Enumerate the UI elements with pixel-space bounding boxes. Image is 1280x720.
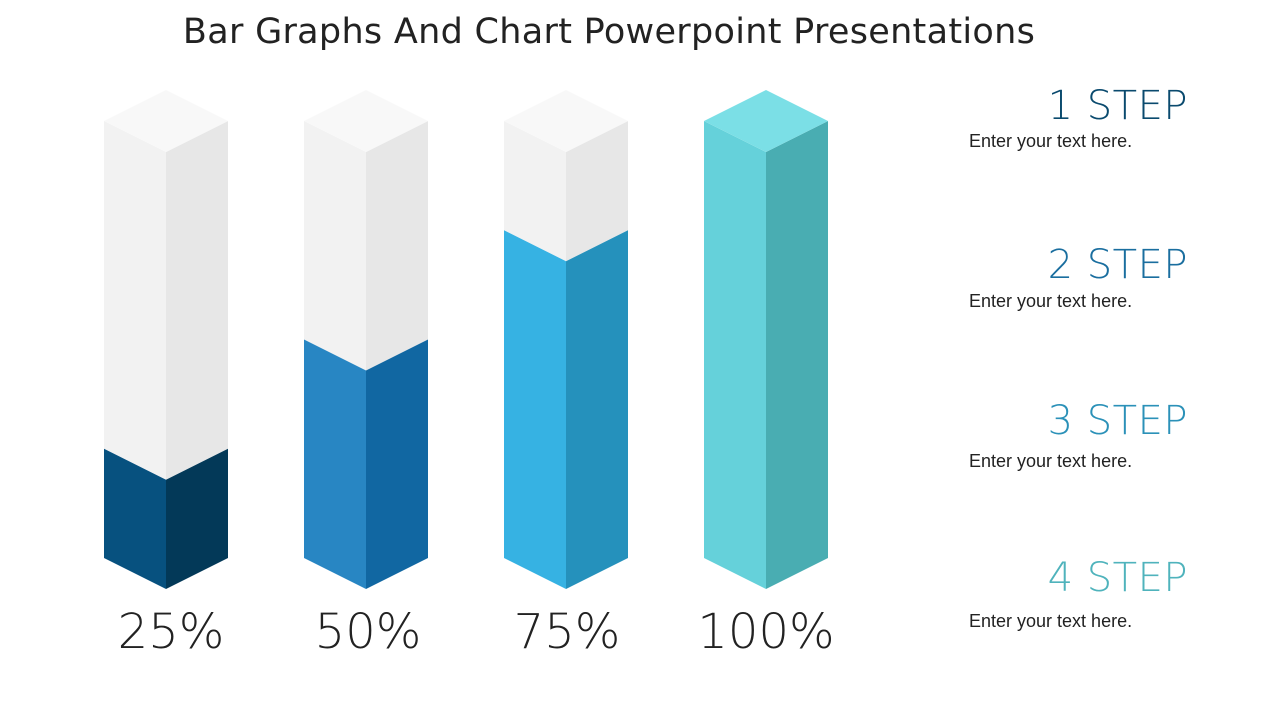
- empty-front-face: [104, 121, 166, 480]
- bar-top-face: [304, 90, 428, 152]
- step-text-1: Enter your text here.: [969, 131, 1133, 151]
- bar-side-face: [366, 339, 428, 589]
- empty-front-face: [504, 121, 566, 262]
- step-title-2: 2 STEP: [1047, 242, 1188, 288]
- bar-side-face: [566, 230, 628, 589]
- bar-value-label: 100%: [697, 604, 835, 660]
- bar-front-face: [304, 339, 366, 589]
- empty-side-face: [566, 121, 628, 262]
- bar-value-label: 50%: [314, 604, 422, 660]
- step-title-3: 3 STEP: [1047, 398, 1188, 444]
- bar-front-face: [704, 121, 766, 589]
- bar-top-face: [104, 90, 228, 152]
- bar-front-face: [104, 448, 166, 589]
- bar-value-label: 75%: [513, 604, 621, 660]
- step-title-4: 4 STEP: [1047, 555, 1188, 601]
- bar-front-face: [504, 230, 566, 589]
- bar-side-face: [166, 448, 228, 589]
- empty-front-face: [304, 121, 366, 371]
- step-title-1: 1 STEP: [1047, 83, 1188, 129]
- bar-top-face: [504, 90, 628, 152]
- bar-value-label: 25%: [117, 604, 225, 660]
- bar-side-face: [766, 121, 828, 589]
- slide-title: Bar Graphs And Chart Powerpoint Presenta…: [182, 12, 1036, 52]
- step-text-4: Enter your text here.: [969, 611, 1133, 631]
- empty-side-face: [166, 121, 228, 480]
- empty-side-face: [366, 121, 428, 371]
- step-text-3: Enter your text here.: [969, 451, 1133, 471]
- bar-top-face: [704, 90, 828, 152]
- step-text-2: Enter your text here.: [969, 291, 1133, 311]
